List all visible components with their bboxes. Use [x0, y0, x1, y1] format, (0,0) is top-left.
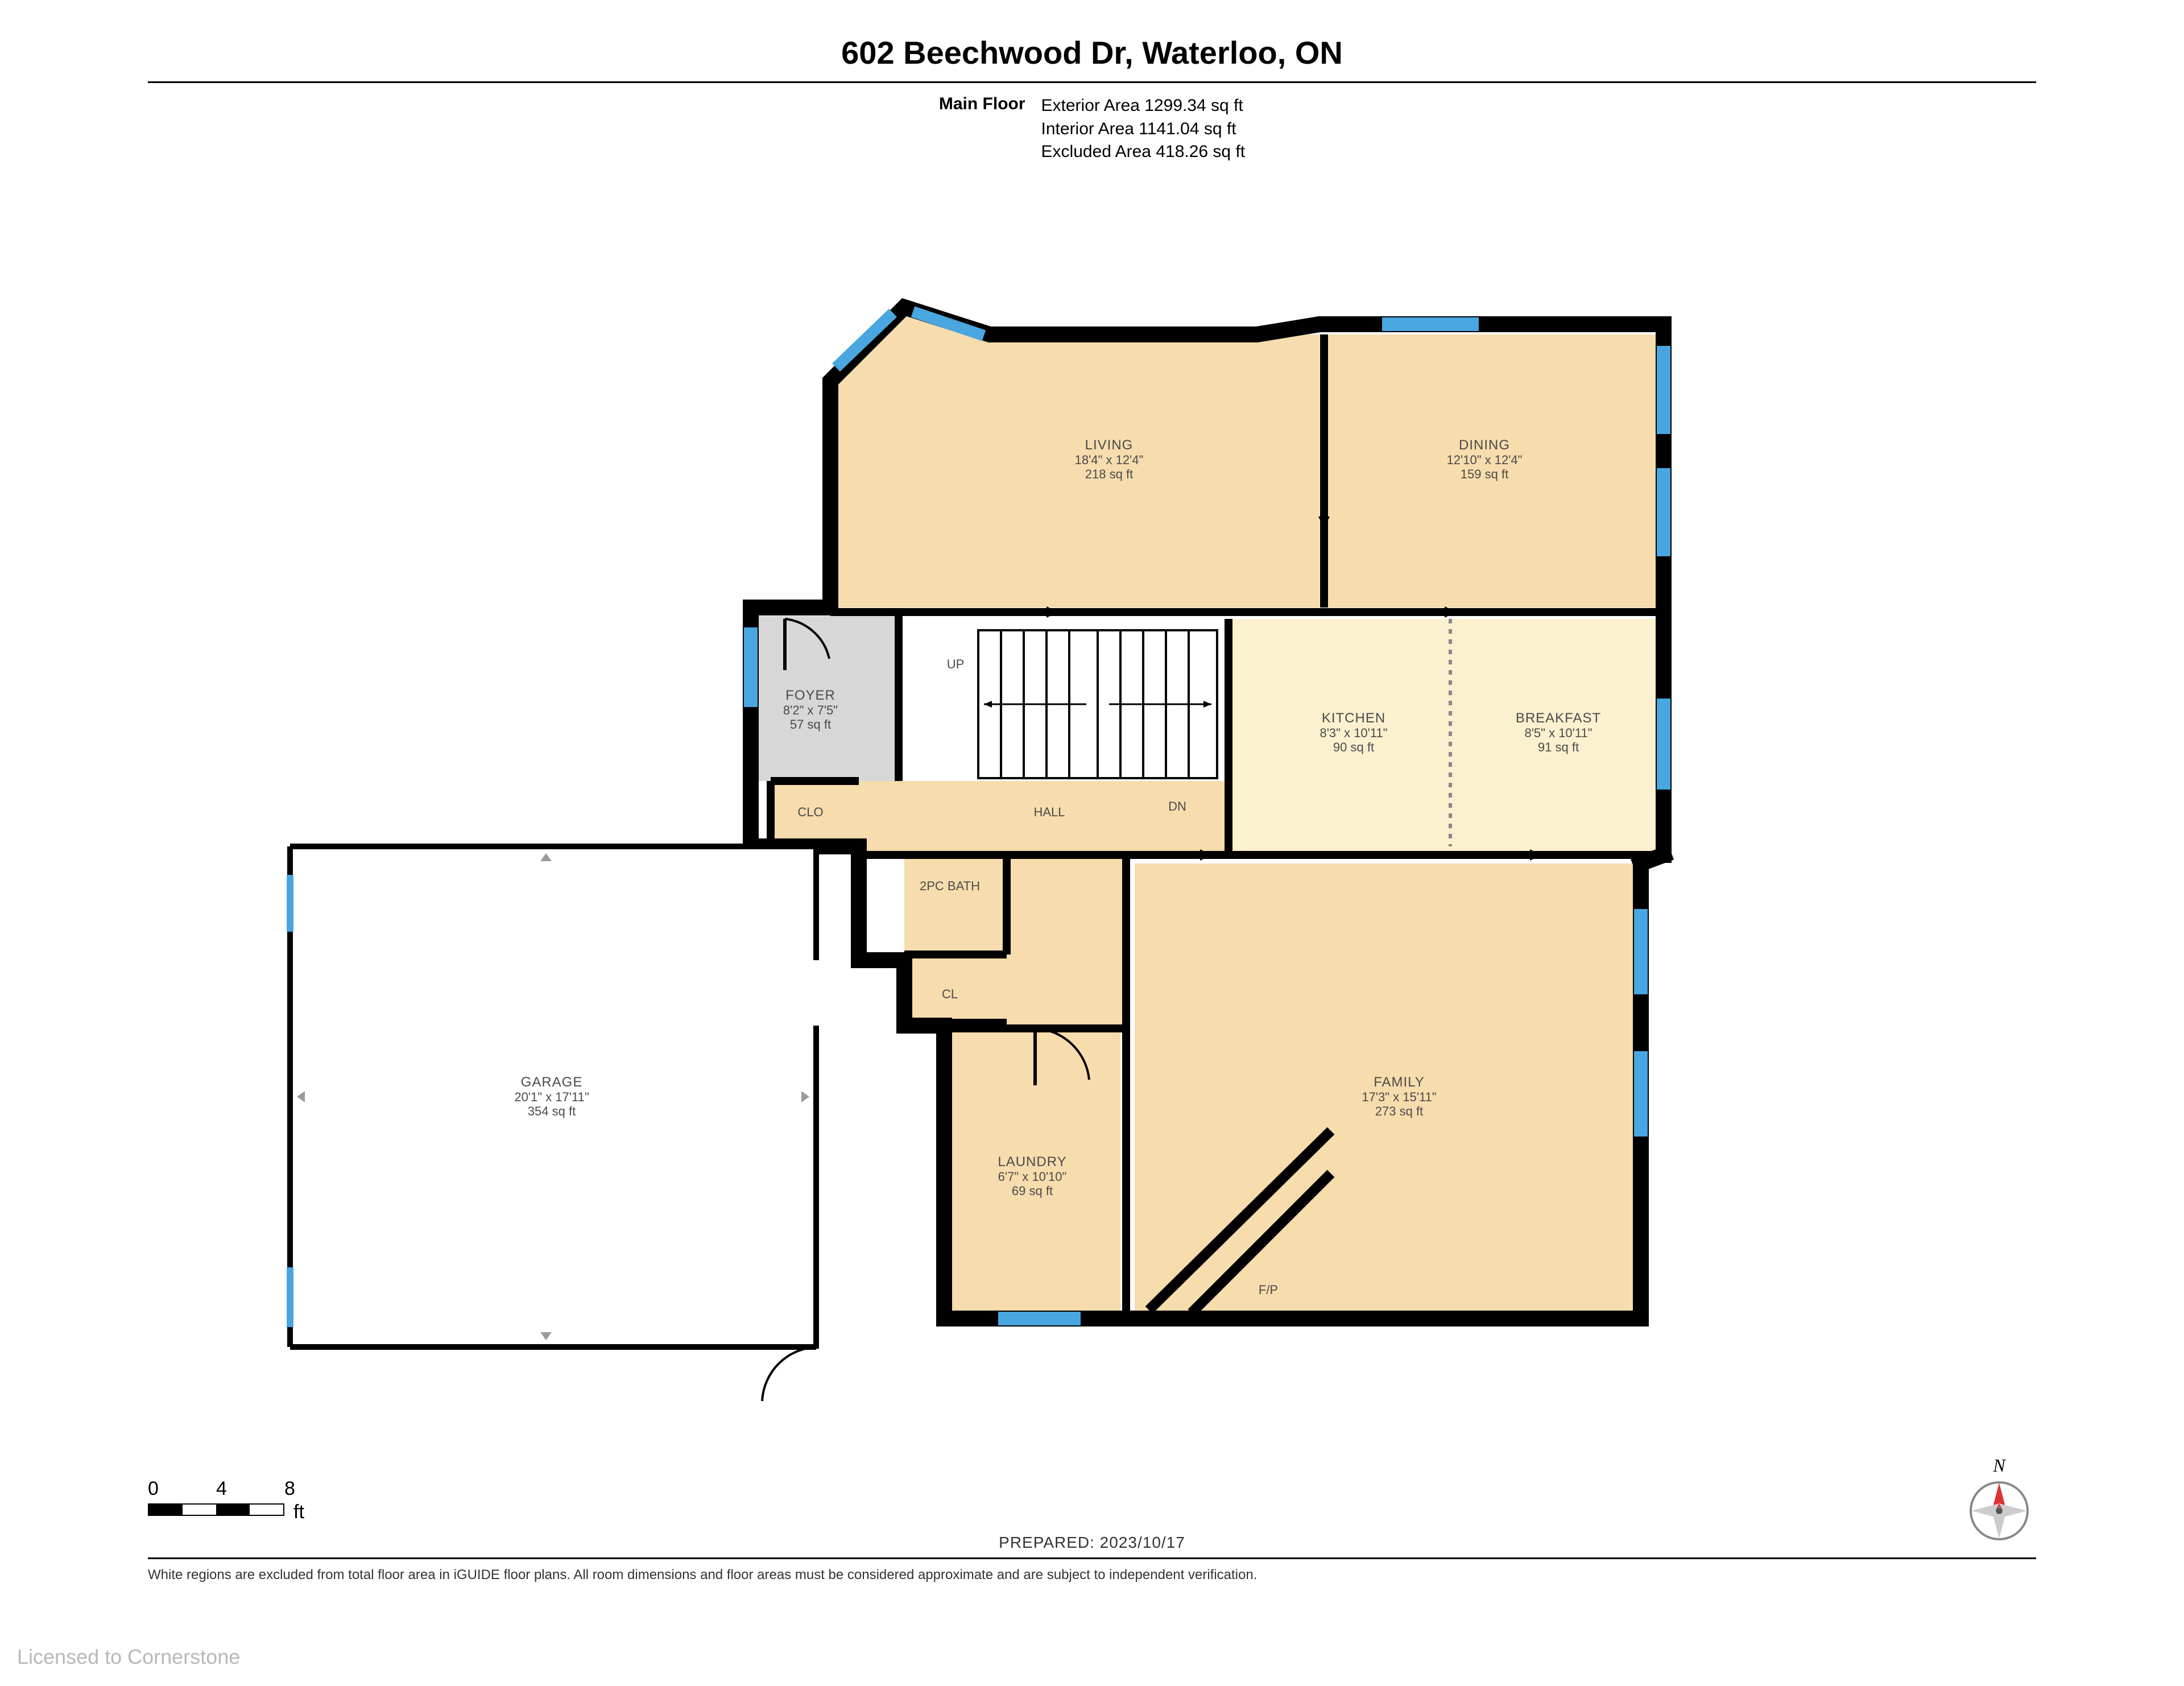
- scale-track: [148, 1503, 284, 1516]
- room-fills: [751, 307, 1666, 1319]
- room-sqft: 57 sq ft: [783, 717, 838, 732]
- scale-bar: 0 4 8 ft: [148, 1478, 304, 1523]
- exterior-area: Exterior Area 1299.34 sq ft: [1041, 94, 1246, 118]
- room-dim: 8'5" x 10'11": [1516, 726, 1601, 740]
- stair-bg: [904, 616, 1223, 787]
- room-name: FAMILY: [1362, 1074, 1436, 1090]
- area-metadata: Main Floor Exterior Area 1299.34 sq ft I…: [148, 94, 2036, 164]
- room-name: FOYER: [783, 687, 838, 703]
- license-watermark: Licensed to Cornerstone: [17, 1645, 240, 1669]
- compass-label: N: [1968, 1455, 2030, 1476]
- label-up: UP: [947, 657, 965, 672]
- interior-area: Interior Area 1141.04 sq ft: [1041, 118, 1246, 141]
- room-dim: 8'2" x 7'5": [783, 703, 838, 717]
- scale-tick-1: 4: [216, 1478, 284, 1500]
- room-label-laundry: LAUNDRY6'7" x 10'10"69 sq ft: [998, 1154, 1066, 1198]
- floor-plan: LIVING18'4" x 12'4"218 sq ft DINING12'10"…: [148, 164, 2036, 1449]
- room-sqft: 159 sq ft: [1447, 467, 1523, 481]
- page-title: 602 Beechwood Dr, Waterloo, ON: [148, 34, 2036, 81]
- prepared-date: PREPARED: 2023/10/17: [999, 1534, 1185, 1552]
- room-sqft: 69 sq ft: [998, 1184, 1066, 1198]
- floor-plan-svg: [148, 164, 2036, 1449]
- room-sqft: 218 sq ft: [1075, 467, 1144, 481]
- divider-bottom: [148, 1557, 2036, 1559]
- room-name: LAUNDRY: [998, 1154, 1066, 1170]
- divider-top: [148, 81, 2036, 83]
- footer: 0 4 8 ft PREPARED: 2023/10/17 N: [148, 1455, 2036, 1557]
- room-dim: 17'3" x 15'11": [1362, 1090, 1436, 1104]
- excluded-area: Excluded Area 418.26 sq ft: [1041, 140, 1246, 164]
- compass-icon: [1968, 1480, 2030, 1542]
- room-name: BREAKFAST: [1516, 710, 1601, 726]
- floor-label: Main Floor: [939, 94, 1025, 164]
- room-dim: 6'7" x 10'10": [998, 1170, 1066, 1184]
- label-clo: CLO: [797, 805, 823, 820]
- scale-unit: ft: [293, 1501, 304, 1523]
- area-values: Exterior Area 1299.34 sq ft Interior Are…: [1041, 94, 1246, 164]
- room-name: DINING: [1447, 437, 1523, 453]
- label-hall: HALL: [1033, 805, 1065, 820]
- room-sqft: 354 sq ft: [514, 1104, 589, 1118]
- scale-tick-0: 0: [148, 1478, 216, 1500]
- room-label-dining: DINING12'10" x 12'4"159 sq ft: [1447, 437, 1523, 481]
- room-sqft: 91 sq ft: [1516, 740, 1601, 754]
- label-dn: DN: [1168, 799, 1186, 814]
- room-label-foyer: FOYER8'2" x 7'5"57 sq ft: [783, 687, 838, 732]
- compass: N: [1968, 1455, 2030, 1545]
- room-dim: 8'3" x 10'11": [1320, 726, 1387, 740]
- label-cl: CL: [942, 987, 958, 1002]
- room-sqft: 273 sq ft: [1362, 1104, 1436, 1118]
- room-sqft: 90 sq ft: [1320, 740, 1387, 754]
- room-dim: 12'10" x 12'4": [1447, 453, 1523, 467]
- label-bath: 2PC BATH: [920, 879, 980, 894]
- room-label-kitchen: KITCHEN8'3" x 10'11"90 sq ft: [1320, 710, 1387, 754]
- room-label-garage: GARAGE20'1" x 17'11"354 sq ft: [514, 1074, 589, 1118]
- scale-ticks: 0 4 8: [148, 1478, 304, 1500]
- disclaimer-text: White regions are excluded from total fl…: [148, 1567, 2036, 1583]
- corridor-fill: [1007, 855, 1126, 1026]
- scale-tick-2: 8: [284, 1478, 295, 1500]
- room-label-family: FAMILY17'3" x 15'11"273 sq ft: [1362, 1074, 1436, 1118]
- room-name: GARAGE: [514, 1074, 589, 1090]
- room-name: KITCHEN: [1320, 710, 1387, 726]
- room-name: LIVING: [1075, 437, 1144, 453]
- floorplan-page: 602 Beechwood Dr, Waterloo, ON Main Floo…: [148, 34, 2036, 1604]
- room-dim: 20'1" x 17'11": [514, 1090, 589, 1104]
- room-label-living: LIVING18'4" x 12'4"218 sq ft: [1075, 437, 1144, 481]
- bath-fill: [904, 855, 1007, 952]
- room-label-breakfast: BREAKFAST8'5" x 10'11"91 sq ft: [1516, 710, 1601, 754]
- label-fp: F/P: [1259, 1283, 1278, 1297]
- room-dim: 18'4" x 12'4": [1075, 453, 1144, 467]
